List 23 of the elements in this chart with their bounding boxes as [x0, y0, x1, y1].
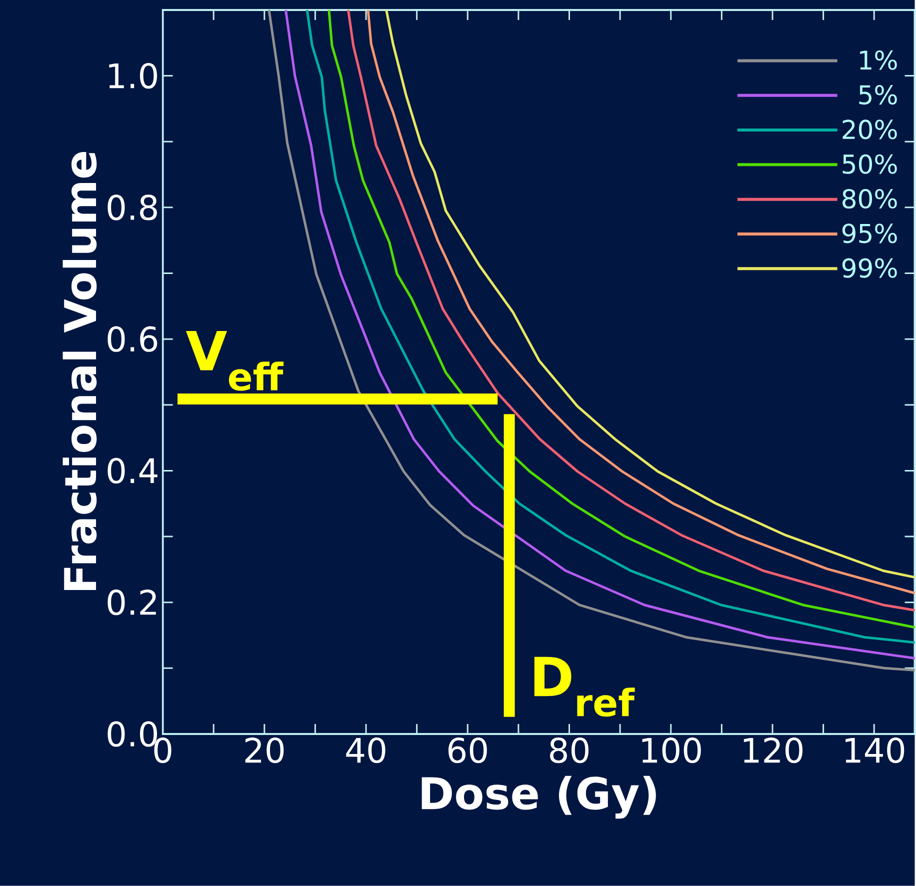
y-tick-label: 0.8 [108, 194, 157, 220]
legend-label: 1% [860, 50, 897, 70]
annotation: V$_{eff}$ [186, 331, 284, 391]
legend-label: 99% [842, 258, 897, 278]
x-tick-label: 80 [550, 738, 589, 764]
legend-label: 95% [842, 224, 897, 244]
legend-label: 5% [859, 85, 897, 105]
x-tick-label: 60 [448, 738, 487, 764]
x-axis-title: Dose (Gy) [422, 776, 656, 819]
y-tick-label: 1.0 [109, 63, 158, 89]
x-tick-label: 40 [346, 738, 386, 764]
x-tick-label: 20 [245, 738, 284, 764]
legend-label: 50% [842, 154, 897, 174]
x-tick-label: 100 [642, 738, 701, 764]
y-tick-label: 0.4 [108, 458, 158, 484]
y-axis-title: Fractional Volume [62, 152, 97, 590]
y-tick-label: 0.6 [108, 326, 158, 352]
x-tick-label: 140 [846, 738, 904, 764]
annotation: D$_{ref}$ [534, 657, 635, 717]
y-tick-label: 0.2 [108, 590, 156, 616]
legend-label: 80% [842, 189, 897, 209]
x-tick-label: 120 [744, 738, 803, 764]
legend-label: 20% [842, 120, 897, 140]
